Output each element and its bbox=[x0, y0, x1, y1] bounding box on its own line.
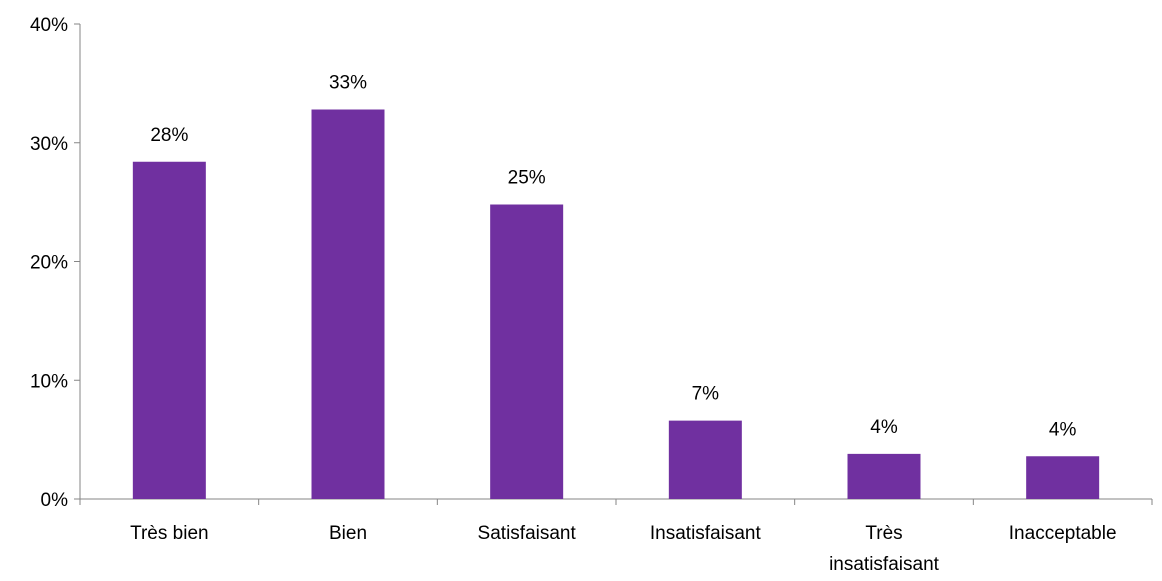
y-tick-label: 40% bbox=[30, 15, 68, 36]
x-tick-label: insatisfaisant bbox=[829, 554, 940, 575]
x-tick-label: Bien bbox=[329, 523, 367, 544]
x-tick-label: Très bbox=[865, 523, 902, 544]
x-tick-label: Satisfaisant bbox=[478, 523, 577, 544]
bar bbox=[490, 204, 564, 499]
y-tick-label: 10% bbox=[30, 371, 68, 392]
bar bbox=[668, 420, 742, 499]
y-tick-label: 20% bbox=[30, 253, 68, 274]
axes bbox=[74, 23, 1153, 505]
bars bbox=[132, 109, 1100, 499]
x-tick-labels: Très bien Bien Satisfaisant Insatisfaisant T… bbox=[130, 523, 1116, 575]
data-label: 4% bbox=[870, 417, 898, 438]
bar bbox=[311, 109, 385, 499]
data-label: 33% bbox=[329, 73, 367, 94]
x-tick-label: Inacceptable bbox=[1009, 523, 1117, 544]
y-tick-label: 30% bbox=[30, 134, 68, 155]
data-label: 4% bbox=[1049, 419, 1077, 440]
data-label: 7% bbox=[692, 384, 720, 405]
y-tick-labels: 0% 10% 20% 30% 40% bbox=[30, 15, 68, 511]
data-labels: 28% 33% 25% 7% 4% 4% bbox=[150, 73, 1076, 441]
x-tick-label: Insatisfaisant bbox=[650, 523, 762, 544]
x-tick-label: Très bien bbox=[130, 523, 209, 544]
data-label: 25% bbox=[508, 168, 546, 189]
bar bbox=[132, 161, 206, 499]
bar bbox=[1026, 456, 1100, 499]
bar bbox=[847, 453, 921, 499]
y-tick-label: 0% bbox=[41, 490, 69, 511]
data-label: 28% bbox=[150, 125, 188, 146]
